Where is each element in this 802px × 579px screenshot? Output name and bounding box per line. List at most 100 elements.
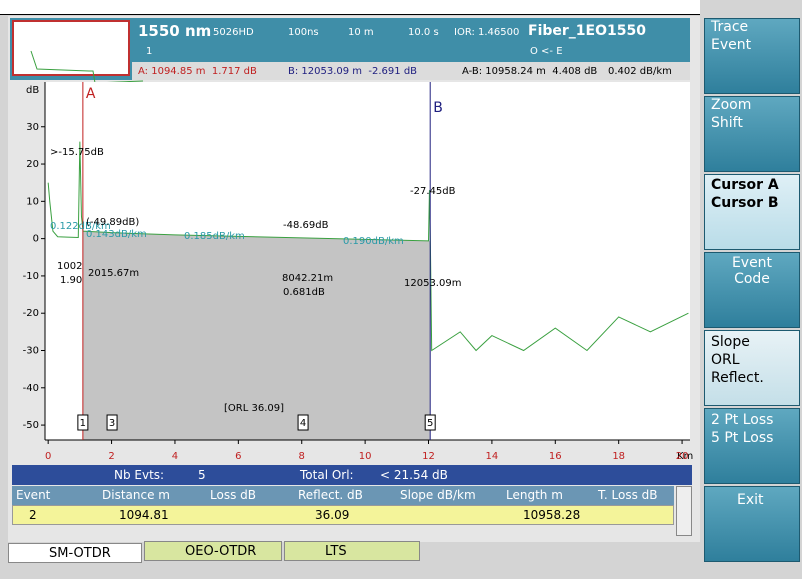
x-unit: Km: [677, 451, 693, 462]
header: 1550 nm 5026HD 100ns 10 m 10.0 s IOR: 1.…: [10, 18, 690, 84]
shaded-area: [82, 231, 431, 440]
tab[interactable]: LTS: [284, 541, 420, 561]
annotation: >-15.75dB: [50, 147, 104, 158]
y-tick-label: -30: [23, 346, 39, 357]
x-tick-label: 10: [359, 451, 372, 462]
y-tick-label: -10: [23, 271, 39, 282]
event-box: [77, 414, 89, 431]
annotation: 8042.21m: [282, 273, 333, 284]
pt5-option[interactable]: 5 Pt Loss: [711, 430, 774, 446]
cursor-button[interactable]: Cursor A Cursor B: [704, 174, 800, 250]
shift-option[interactable]: Shift: [711, 115, 743, 131]
event-box: [424, 414, 436, 431]
x-tick-label: 16: [549, 451, 562, 462]
y-tick-label: 30: [26, 122, 39, 133]
event-box: [106, 414, 118, 431]
y-tick-label: 10: [26, 196, 39, 207]
event-code-label: Event Code: [731, 255, 773, 287]
orl-button[interactable]: Slope ORL Reflect.: [704, 330, 800, 406]
thumbnail: [12, 20, 144, 84]
orl: < 21.54 dB: [380, 468, 448, 482]
wavelength: 1550 nm: [138, 22, 212, 40]
annotation: (-49.89dB): [86, 217, 139, 228]
cursor-b-info: B: 12053.09 m -2.691 dB: [288, 66, 418, 77]
annotation: 0.190dB/km: [343, 236, 404, 247]
nb-label: Nb Evts:: [114, 468, 165, 482]
x-tick-label: 18: [612, 451, 625, 462]
event-code-button[interactable]: Event Code: [704, 252, 800, 328]
exit-label: Exit: [737, 492, 764, 508]
column-header: Length m: [506, 488, 563, 502]
annotation: 12053.09m: [404, 278, 461, 289]
column-header: Reflect. dB: [298, 488, 363, 502]
annotation: 0.185dB/km: [184, 231, 245, 242]
time: 10.0 s: [408, 27, 439, 38]
column-header: Distance m: [102, 488, 170, 502]
cell: 36.09: [315, 508, 350, 522]
summary-bar: Nb Evts: 5 Total Orl: < 21.54 dB: [12, 465, 692, 485]
y-tick-label: -50: [23, 420, 39, 431]
pt2-option[interactable]: 2 Pt Loss: [711, 412, 774, 428]
annotation: -48.69dB: [283, 220, 329, 231]
zoom-option[interactable]: Zoom: [711, 97, 752, 113]
cursor-a-option[interactable]: Cursor A: [711, 177, 779, 193]
orl-label: Total Orl:: [300, 468, 354, 482]
table-row[interactable]: 2 1094.81 36.09 10958.28: [12, 505, 674, 525]
column-header: Slope dB/km: [400, 488, 476, 502]
event-label: 4: [300, 418, 306, 429]
loss-button[interactable]: 2 Pt Loss 5 Pt Loss: [704, 408, 800, 484]
annotation: 0.681dB: [283, 287, 325, 298]
event-option[interactable]: Event: [711, 37, 752, 53]
annotation: 1002: [57, 261, 82, 272]
x-tick-label: 14: [486, 451, 499, 462]
column-header: T. Loss dB: [598, 488, 658, 502]
trace-event-button[interactable]: Trace Event: [704, 18, 800, 94]
annotation: [ORL 36.09]: [224, 403, 284, 414]
x-tick-label: 8: [299, 451, 305, 462]
exit-button[interactable]: Exit: [704, 486, 800, 562]
cursor-band: [132, 62, 690, 80]
x-tick-label: 12: [422, 451, 435, 462]
orl-option[interactable]: ORL: [711, 352, 740, 368]
nb: 5: [198, 468, 206, 482]
scrollbar[interactable]: [676, 486, 692, 536]
event-label: 1: [80, 418, 86, 429]
fiber: Fiber_1EO1550: [528, 23, 646, 39]
annotation: 0.122dB/km: [50, 221, 111, 232]
module: 5026HD: [213, 27, 254, 38]
tab[interactable]: SM-OTDR: [8, 543, 142, 563]
y-tick-label: -40: [23, 383, 39, 394]
ior: IOR: 1.46500: [454, 27, 520, 38]
cell: 1094.81: [119, 508, 169, 522]
y-unit: dB: [26, 85, 39, 96]
slope-option[interactable]: Slope: [711, 334, 750, 350]
reflect-option[interactable]: Reflect.: [711, 370, 764, 386]
direction: O <- E: [530, 46, 563, 57]
event-label: 5: [427, 418, 433, 429]
y-tick-label: -20: [23, 308, 39, 319]
ab-slope: 0.402 dB/km: [608, 66, 672, 77]
x-tick-label: 2: [108, 451, 114, 462]
zoom-shift-button[interactable]: Zoom Shift: [704, 96, 800, 172]
top-strip: [0, 0, 700, 15]
cursor-a-info: A: 1094.85 m 1.717 dB: [138, 66, 257, 77]
cell: 2: [29, 508, 37, 522]
resolution: 10 m: [348, 27, 374, 38]
ab-info: A-B: 10958.24 m 4.408 dB: [462, 66, 598, 77]
x-tick-label: 0: [45, 451, 51, 462]
x-tick-label: 4: [172, 451, 178, 462]
annotation: -27.45dB: [410, 186, 456, 197]
pulse: 100ns: [288, 27, 319, 38]
trace-option[interactable]: Trace: [711, 19, 749, 35]
tab[interactable]: OEO-OTDR: [144, 541, 282, 561]
cursor-b-option[interactable]: Cursor B: [711, 195, 779, 211]
cursor-label: A: [86, 86, 96, 102]
annotation: 2015.67m: [88, 268, 139, 279]
cursor-label: B: [433, 100, 443, 116]
column-header: Event: [16, 488, 51, 502]
trace-no: 1: [146, 46, 153, 57]
event-label: 3: [109, 418, 115, 429]
y-tick-label: 20: [26, 159, 39, 170]
